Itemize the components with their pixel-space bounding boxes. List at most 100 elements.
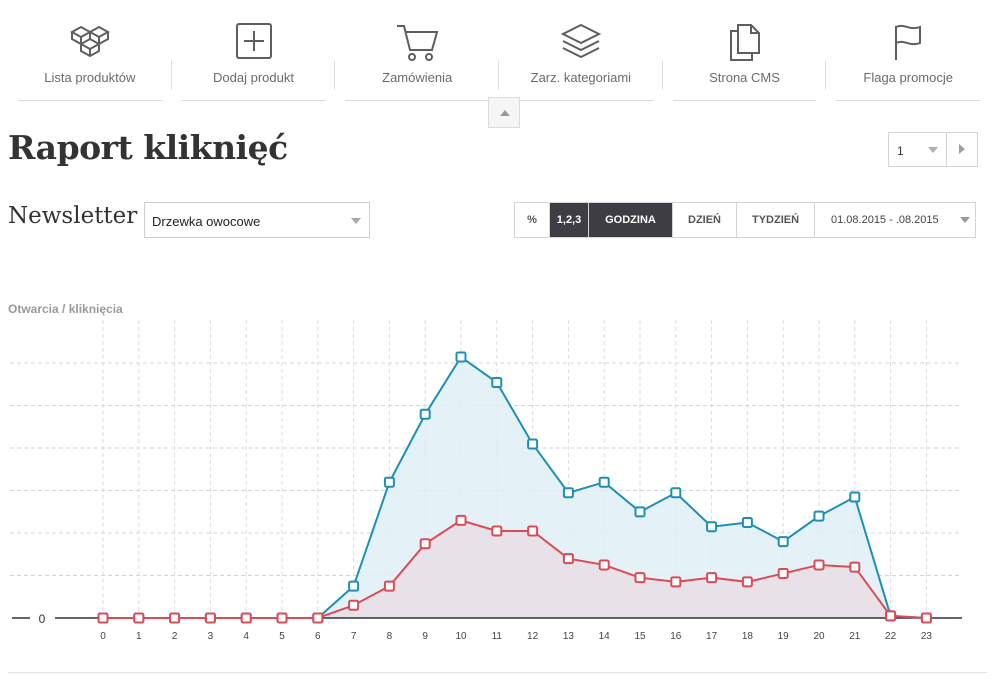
series-clicks-point [348,599,360,611]
chevron-down-icon [960,217,970,223]
next-page-button[interactable] [947,133,977,166]
count-toggle[interactable]: 1,2,3 [550,203,589,237]
x-tick-label: 17 [706,631,718,642]
collapse-nav-button[interactable] [488,97,520,128]
x-tick-label: 22 [885,631,897,642]
series-opens-area [103,357,927,618]
layers-icon [560,23,602,59]
nav-label: Flaga promocje [863,70,953,85]
x-tick-label: 4 [243,631,249,642]
x-tick-label: 23 [921,631,933,642]
x-tick-label: 3 [208,631,214,642]
nav-item-cms-page[interactable]: Strona CMS [663,0,827,101]
series-opens-point [527,438,539,450]
x-tick-label: 5 [279,631,285,642]
x-tick-label: 2 [172,631,178,642]
chevron-down-icon [928,147,938,153]
nav-item-product-list[interactable]: Lista produktów [8,0,172,101]
series-opens-point [598,476,610,488]
series-clicks-point [598,559,610,571]
y-tick-label: 0 [39,612,46,626]
series-clicks-line [103,519,927,619]
week-button[interactable]: TYDZIEŃ [737,203,815,237]
series-clicks-point [419,538,431,550]
x-tick-label: 19 [778,631,790,642]
nav-label: Zarz. kategoriami [530,70,632,85]
series-opens-point [706,521,718,533]
x-tick-label: 6 [315,631,321,642]
chart-title: Otwarcia / kliknięcia [8,302,123,316]
x-tick-label: 10 [455,631,467,642]
series-clicks-point [920,612,932,624]
series-clicks-point [741,576,753,588]
date-range-picker[interactable]: 01.08.2015 - .08.2015 [815,203,975,237]
series-clicks-point [706,572,718,584]
x-tick-label: 9 [422,631,428,642]
x-tick-label: 12 [527,631,539,642]
x-tick-label: 20 [813,631,825,642]
nav-item-promo-flag[interactable]: Flaga promocje [826,0,990,101]
x-tick-label: 8 [387,631,393,642]
series-clicks-point [240,612,252,624]
series-clicks-point [562,553,574,565]
series-opens-point [455,351,467,363]
top-nav: Lista produktów Dodaj produkt Zamówienia… [8,0,990,101]
series-opens-point [383,476,395,488]
documents-icon [729,24,760,61]
nav-item-categories[interactable]: Zarz. kategoriami [499,0,663,101]
opens-clicks-chart: 00 1 2 3 4 5 6 7 8 9 10 11 12 13 14 15 16 17 18 19 20 21 22 23 [10,320,962,642]
day-button[interactable]: DZIEŃ [673,203,737,237]
page-select[interactable]: 1 [889,133,947,166]
series-clicks-point [777,567,789,579]
nav-label: Zamówienia [382,70,453,85]
x-tick-label: 18 [742,631,754,642]
nav-label: Lista produktów [44,70,136,85]
x-tick-label: 0 [100,631,106,642]
series-opens-point [849,491,861,503]
plus-square-icon [235,23,272,59]
report-toolbar: % 1,2,3 GODZINA DZIEŃ TYDZIEŃ 01.08.2015… [514,202,976,238]
nav-label: Dodaj produkt [213,70,294,85]
pager: 1 [888,132,978,167]
x-tick-label: 14 [599,631,611,642]
series-clicks-point [885,610,897,622]
x-tick-label: 13 [563,631,575,642]
series-clicks-area [103,520,927,618]
series-clicks-point [383,580,395,592]
nav-item-orders[interactable]: Zamówienia [335,0,500,101]
series-clicks-point [169,612,181,624]
page-title: Raport kliknięć [8,128,288,167]
series-clicks-point [813,559,825,571]
series-opens-point [813,510,825,522]
series-opens-point [777,536,789,548]
page-select-value: 1 [897,144,904,158]
series-opens-point [491,376,503,388]
series-opens-point [741,517,753,529]
series-clicks-point [133,612,145,624]
date-range-value: 01.08.2015 - .08.2015 [831,214,939,226]
chevron-down-icon [351,218,361,224]
series-opens-point [419,408,431,420]
series-clicks-point [670,576,682,588]
divider [8,672,987,673]
x-tick-label: 11 [492,631,503,642]
series-clicks-point [204,612,216,624]
series-opens-point [634,506,646,518]
newsletter-heading: Newsletter [8,203,138,229]
nav-item-add-product[interactable]: Dodaj produkt [172,0,336,101]
x-tick-label: 16 [670,631,682,642]
series-opens-point [670,487,682,499]
series-opens-point [348,580,360,592]
x-tick-label: 21 [849,631,861,642]
series-clicks-point [491,525,503,537]
percent-toggle[interactable]: % [515,203,550,237]
series-clicks-point [276,612,288,624]
series-clicks-point [849,561,861,573]
newsletter-select[interactable]: Drzewka owocowe [144,202,370,238]
series-clicks-point [634,572,646,584]
newsletter-select-value: Drzewka owocowe [152,214,261,229]
x-tick-label: 15 [634,631,646,642]
series-clicks-point [527,525,539,537]
hour-button[interactable]: GODZINA [589,203,673,237]
nav-label: Strona CMS [709,70,780,85]
